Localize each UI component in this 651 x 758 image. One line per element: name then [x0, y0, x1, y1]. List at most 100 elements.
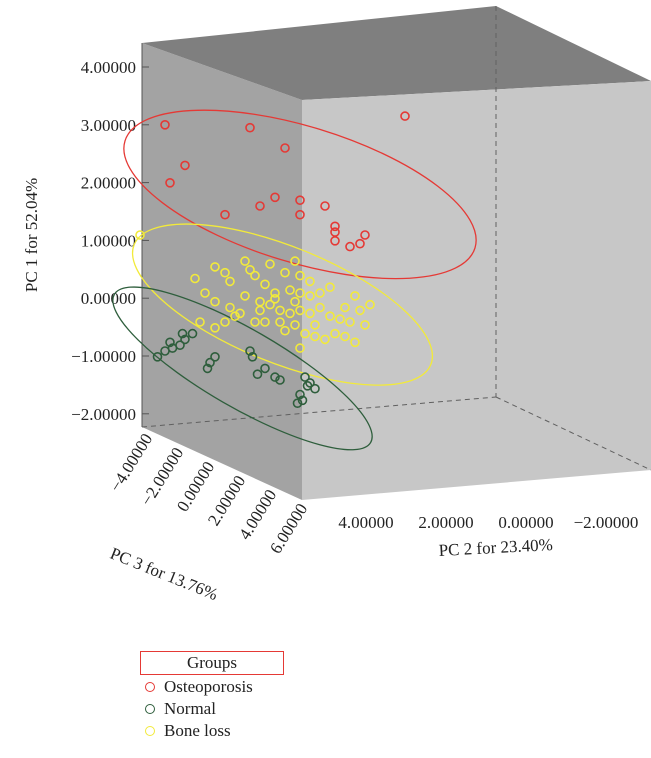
point-normal: [297, 395, 308, 406]
point-bone-loss: [305, 276, 315, 287]
point-normal: [252, 369, 263, 380]
y-tick-label: −2.00000: [71, 405, 136, 424]
legend-marker: [145, 703, 155, 714]
y-tick-label: 4.00000: [81, 58, 136, 77]
point-bone-loss: [295, 343, 305, 353]
point-normal: [202, 363, 213, 374]
point-bone-loss: [210, 296, 220, 307]
point-osteoporosis: [160, 120, 170, 130]
point-bone-loss: [310, 320, 320, 330]
point-osteoporosis: [220, 209, 230, 220]
point-normal: [310, 383, 320, 394]
x-tick-label: 0.00000: [498, 513, 553, 532]
point-normal: [270, 372, 280, 382]
y-tick-label: −1.00000: [71, 347, 136, 366]
point-bone-loss: [285, 285, 295, 295]
point-bone-loss: [255, 305, 265, 316]
point-bone-loss: [325, 311, 335, 322]
legend-item-osteoporosis: Osteoporosis: [140, 676, 300, 697]
point-bone-loss: [240, 291, 250, 301]
point-bone-loss: [345, 317, 355, 327]
point-normal: [187, 328, 198, 339]
point-bone-loss: [280, 325, 290, 336]
point-bone-loss: [225, 276, 235, 287]
point-normal: [247, 351, 258, 362]
y-tick-label: 2.00000: [81, 174, 136, 193]
point-bone-loss: [210, 322, 220, 333]
point-bone-loss: [270, 293, 280, 304]
point-normal: [177, 328, 188, 339]
point-bone-loss: [210, 262, 220, 272]
group-ellipses: [112, 109, 477, 451]
legend-title: Groups: [140, 651, 284, 675]
point-bone-loss: [320, 334, 330, 345]
point-bone-loss: [295, 288, 305, 298]
point-bone-loss: [200, 288, 210, 298]
y-tick-label: 1.00000: [81, 231, 136, 250]
x-axis-label: PC 2 for 23.40%: [438, 535, 553, 560]
legend-label: Osteoporosis: [164, 676, 253, 696]
ellipse-bone-loss: [131, 223, 434, 386]
point-bone-loss: [275, 317, 285, 327]
point-bone-loss: [295, 270, 305, 281]
x-tick-label: 4.00000: [338, 513, 393, 532]
point-bone-loss: [265, 259, 275, 269]
point-normal: [260, 363, 270, 374]
point-bone-loss: [290, 320, 300, 330]
point-normal: [305, 378, 315, 388]
point-bone-loss: [250, 270, 260, 281]
point-normal: [165, 337, 175, 348]
legend: Groups Osteoporosis Normal Bone loss: [140, 651, 300, 741]
point-bone-loss: [305, 308, 315, 319]
legend-item-bone-loss: Bone loss: [140, 720, 300, 741]
y-tick-label: 0.00000: [81, 289, 136, 308]
point-bone-loss: [325, 282, 335, 293]
point-bone-loss: [135, 230, 145, 240]
point-bone-loss: [245, 264, 255, 275]
point-bone-loss: [285, 308, 295, 319]
point-bone-loss: [220, 267, 230, 278]
point-bone-loss: [270, 288, 280, 298]
point-bone-loss: [315, 302, 325, 313]
x-tick-label: 2.00000: [418, 513, 473, 532]
point-normal: [205, 357, 215, 368]
point-osteoporosis: [165, 178, 175, 188]
y-axis-label: PC 1 for 52.04%: [22, 178, 41, 292]
back-wall-right: [302, 81, 651, 500]
point-bone-loss: [355, 305, 365, 316]
point-osteoporosis: [295, 209, 305, 220]
x-tick-label: −2.00000: [574, 513, 639, 532]
point-bone-loss: [195, 317, 205, 327]
point-bone-loss: [220, 317, 230, 327]
point-normal: [292, 398, 303, 409]
point-normal: [180, 334, 190, 345]
y-tick-labels: 4.00000 3.00000 2.00000 1.00000 0.00000 −1.00…: [71, 58, 149, 424]
point-osteoporosis: [360, 230, 370, 240]
point-normal: [210, 351, 220, 362]
z-axis-label: PC 3 for 13.76%: [108, 544, 221, 604]
point-osteoporosis: [330, 236, 340, 246]
point-normal: [295, 389, 305, 400]
y-tick-label: 3.00000: [81, 116, 136, 135]
point-osteoporosis: [355, 238, 365, 249]
point-bone-loss: [235, 308, 245, 319]
point-bone-loss: [340, 302, 350, 313]
x-tick-labels: 4.00000 2.00000 0.00000 −2.00000: [338, 513, 638, 532]
point-normal: [245, 346, 255, 356]
legend-marker: [145, 725, 155, 736]
point-normal: [152, 351, 163, 362]
legend-label: Normal: [164, 698, 216, 718]
point-bone-loss: [300, 328, 310, 339]
legend-label: Bone loss: [164, 720, 231, 740]
point-bone-loss: [240, 256, 250, 266]
point-bone-loss: [260, 317, 270, 327]
legend-item-normal: Normal: [140, 698, 300, 719]
point-bone-loss: [360, 320, 370, 330]
point-osteoporosis: [295, 195, 305, 205]
back-wall-top: [142, 6, 651, 100]
point-osteoporosis: [330, 221, 340, 232]
point-normal: [275, 375, 285, 385]
point-osteoporosis: [320, 201, 330, 211]
point-bone-loss: [260, 279, 270, 290]
